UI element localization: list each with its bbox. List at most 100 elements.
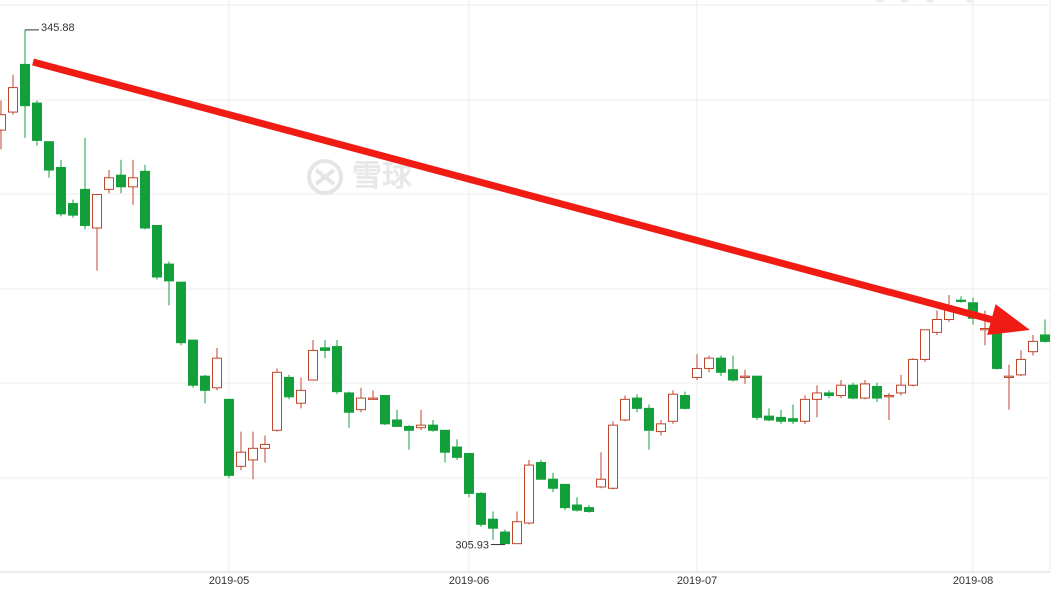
candle-body [452,446,462,458]
candle-body [20,63,30,107]
candle-body [356,397,366,411]
candle-body [416,424,426,429]
watermark-text: 雪球 [352,160,413,193]
candle-body [440,429,450,453]
candle-body [860,383,870,399]
candle-body [788,418,798,422]
candle-body [524,464,534,524]
candle-body [200,375,210,391]
candle-body [932,318,942,333]
watermark: 雪球 [307,159,413,195]
candle-body [368,397,378,400]
candle-body [284,376,294,398]
candle-body [812,392,822,400]
candle-body [884,395,894,398]
candle-body [920,329,930,360]
candle-body [404,425,414,431]
candle-body [476,492,486,525]
x-tick-label: 2019-05 [209,575,249,587]
candle-body [572,504,582,511]
x-tick-label: 2019-07 [677,575,717,587]
candle-body [872,385,882,399]
toolbar-icon [925,0,935,3]
candle-body [140,170,150,229]
candle-body [236,451,246,467]
toolbar-icon [965,0,975,3]
candle-body [212,357,222,389]
candle-body [80,188,90,226]
candle-body [248,447,258,461]
candle-body [344,392,354,413]
candle-body [908,358,918,386]
candle-body [8,87,18,113]
candle-body [308,349,318,381]
x-tick-label: 2019-08 [953,575,993,587]
candle-body [128,177,138,188]
candle-body [716,357,726,373]
candle-body [92,194,102,229]
candle-body [848,384,858,399]
candle-body [992,329,1002,369]
candle-body [380,395,390,425]
candle-body [152,224,162,278]
candle-body [824,392,834,397]
candle-body [776,416,786,422]
candle-body [272,371,282,431]
candle-body [0,114,6,131]
trend-arrow [32,58,1030,335]
candle-body [224,398,234,476]
candle-body [656,423,666,433]
arrow-shaft [32,58,994,324]
candle-body [752,375,762,418]
candle-body [692,367,702,378]
toolbar-icon [875,0,885,3]
candle-body [188,339,198,386]
candle-body [164,263,174,282]
candle-body [584,507,594,512]
watermark-logo [307,159,343,195]
candle-body [836,384,846,397]
arrow-head [987,304,1030,335]
candle-body [68,203,78,216]
candle-body [464,452,474,494]
candle-body [1016,358,1026,376]
candle-body [320,347,330,351]
candle-body [596,478,606,488]
candle-body [740,375,750,378]
candle-body [1004,375,1014,378]
watermark-logo-mark [314,168,336,186]
candle-body [332,346,342,393]
candle-body [488,518,498,529]
candle-body [296,389,306,404]
candle-body [104,177,114,190]
candle-body [704,357,714,369]
candle-body [956,299,966,302]
high-label: 345.88 [41,22,75,34]
candle-body [512,521,522,545]
candle-body [500,531,510,545]
candle-body [176,281,186,344]
candle-body [536,461,546,480]
candle-body [728,369,738,381]
candle-body [32,102,42,141]
candle-body [632,397,642,409]
candle-body [548,478,558,489]
candle-body [1028,340,1038,353]
candle-body [56,166,66,215]
candle-body [392,419,402,427]
candle-body [980,328,990,331]
candle-body [560,483,570,509]
toolbar-icon [900,0,910,3]
candle-body [428,424,438,431]
low-label: 305.93 [455,539,489,551]
candle-body [620,398,630,421]
toolbar-icons [875,0,975,3]
candle-body [116,174,126,188]
candle-body [644,407,654,431]
candle-body [608,424,618,489]
candle-body [800,398,810,422]
candle-body [1040,334,1050,342]
candle-body [260,443,270,449]
candle-body [896,384,906,394]
